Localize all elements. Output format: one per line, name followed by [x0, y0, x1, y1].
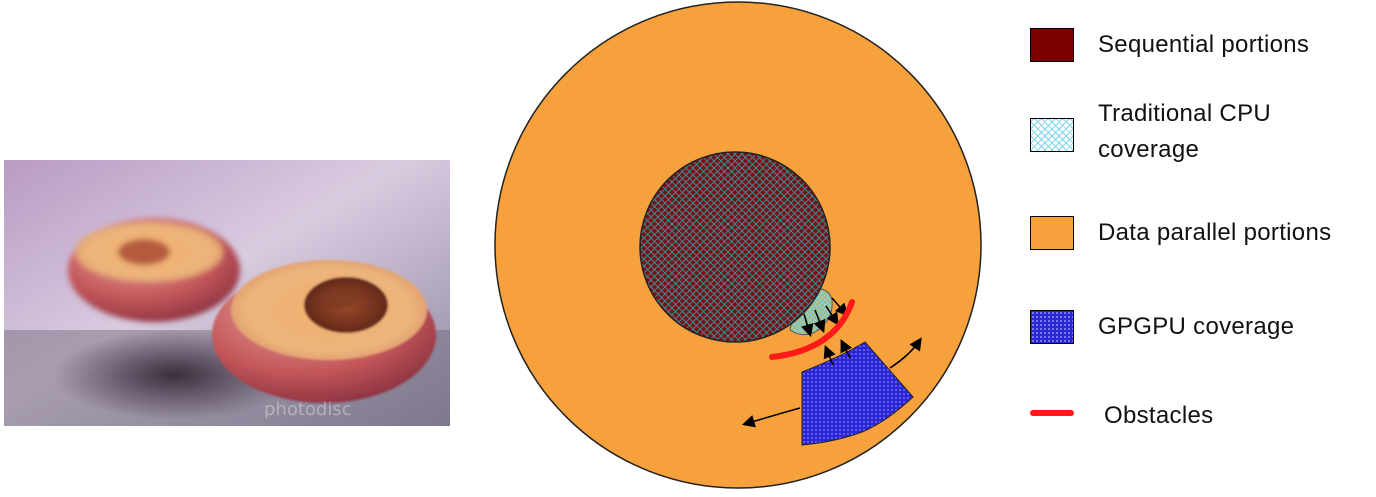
- gpgpu-swatch: [1030, 310, 1074, 344]
- legend-item-obstacles: Obstacles: [1030, 398, 1213, 434]
- cpu-swatch: [1030, 118, 1074, 152]
- sequential-swatch: [1030, 28, 1074, 62]
- legend-label-obstacles: Obstacles: [1104, 402, 1214, 429]
- peach-photo: photodisc: [4, 160, 450, 426]
- sequential-region: [639, 151, 831, 343]
- legend-label-data-parallel: Data parallel portions: [1098, 219, 1332, 246]
- gpgpu-coverage-region: [801, 341, 914, 446]
- coverage-diagram: [490, 0, 1010, 497]
- legend-item-gpgpu: GPGPU coverage: [1030, 310, 1294, 345]
- legend-item-cpu: Traditional CPU coverage: [1030, 96, 1271, 168]
- legend-label-gpgpu: GPGPU coverage: [1098, 313, 1295, 340]
- obstacle-arc: [769, 299, 855, 360]
- legend-item-sequential: Sequential portions: [1030, 28, 1309, 63]
- legend-label-cpu: Traditional CPU coverage: [1098, 100, 1272, 163]
- cpu-arrows: [801, 297, 849, 338]
- legend-item-data-parallel: Data parallel portions: [1030, 216, 1331, 251]
- gpgpu-arrows: [741, 337, 922, 428]
- obstacle-swatch: [1030, 410, 1074, 416]
- legend: Sequential portions Traditional CPU cove…: [1030, 0, 1376, 497]
- watermark-text: photodisc: [264, 399, 352, 420]
- legend-label-sequential: Sequential portions: [1098, 31, 1310, 58]
- data-parallel-swatch: [1030, 216, 1074, 250]
